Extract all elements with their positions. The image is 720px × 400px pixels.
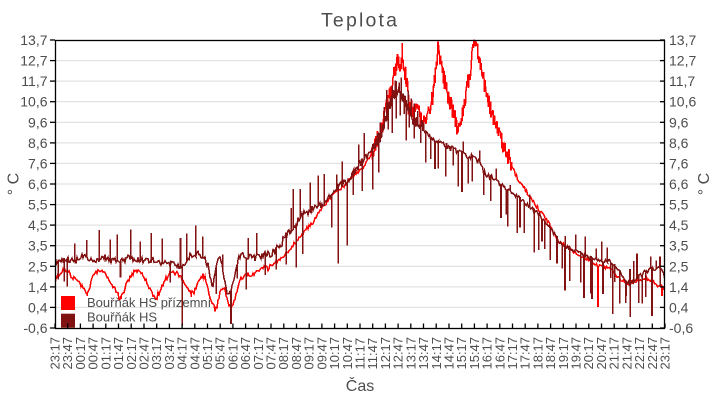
- svg-text:10,6: 10,6: [669, 94, 696, 110]
- svg-text:19:47: 19:47: [569, 337, 584, 370]
- svg-text:09:17: 09:17: [302, 337, 317, 370]
- svg-text:Čas: Čas: [346, 376, 374, 395]
- svg-text:-0,6: -0,6: [23, 320, 47, 336]
- svg-text:11,7: 11,7: [669, 73, 695, 89]
- svg-text:° C: ° C: [696, 173, 713, 195]
- svg-text:14:47: 14:47: [442, 337, 457, 370]
- svg-text:09:47: 09:47: [314, 337, 329, 370]
- svg-text:9,6: 9,6: [28, 114, 48, 130]
- svg-text:23:47: 23:47: [60, 337, 75, 370]
- svg-text:06:17: 06:17: [225, 337, 240, 370]
- svg-text:20:17: 20:17: [581, 337, 596, 370]
- svg-text:7,6: 7,6: [669, 155, 689, 171]
- svg-text:01:47: 01:47: [111, 337, 126, 370]
- svg-text:4,5: 4,5: [28, 217, 48, 233]
- svg-text:13,7: 13,7: [669, 32, 696, 48]
- svg-text:11,7: 11,7: [21, 73, 47, 89]
- svg-text:3,5: 3,5: [28, 238, 48, 254]
- svg-text:06:47: 06:47: [238, 337, 253, 370]
- svg-text:5,5: 5,5: [28, 197, 48, 213]
- svg-text:05:47: 05:47: [213, 337, 228, 370]
- svg-text:01:17: 01:17: [98, 337, 113, 370]
- svg-text:00:17: 00:17: [73, 337, 88, 370]
- svg-text:0,4: 0,4: [669, 299, 689, 315]
- svg-text:07:17: 07:17: [251, 337, 266, 370]
- svg-text:18:17: 18:17: [530, 337, 545, 370]
- svg-text:-0,6: -0,6: [669, 320, 693, 336]
- svg-text:13:17: 13:17: [403, 337, 418, 370]
- svg-text:23:17: 23:17: [48, 337, 63, 370]
- svg-text:03:17: 03:17: [149, 337, 164, 370]
- svg-text:22:47: 22:47: [645, 337, 660, 370]
- svg-text:11:47: 11:47: [365, 338, 380, 370]
- svg-text:15:17: 15:17: [454, 337, 469, 370]
- svg-text:22:17: 22:17: [632, 337, 647, 370]
- svg-text:19:17: 19:17: [556, 337, 571, 370]
- svg-text:1,4: 1,4: [669, 279, 689, 295]
- svg-text:00:47: 00:47: [86, 337, 101, 370]
- svg-text:12:47: 12:47: [391, 337, 406, 370]
- svg-text:14:17: 14:17: [429, 337, 444, 370]
- svg-text:2,5: 2,5: [669, 258, 689, 274]
- svg-text:Bouřňák HS: Bouřňák HS: [87, 310, 157, 325]
- svg-text:8,6: 8,6: [28, 135, 48, 151]
- svg-text:18:47: 18:47: [543, 337, 558, 370]
- svg-text:° C: ° C: [6, 173, 23, 195]
- svg-text:21:47: 21:47: [619, 337, 634, 370]
- svg-text:17:47: 17:47: [518, 337, 533, 370]
- svg-text:10,6: 10,6: [20, 94, 47, 110]
- svg-text:08:17: 08:17: [276, 337, 291, 370]
- svg-text:02:17: 02:17: [124, 337, 139, 370]
- svg-text:6,6: 6,6: [669, 176, 689, 192]
- svg-text:17:17: 17:17: [505, 337, 520, 370]
- svg-text:07:47: 07:47: [264, 337, 279, 370]
- svg-text:04:47: 04:47: [187, 337, 202, 370]
- svg-text:5,5: 5,5: [669, 197, 689, 213]
- svg-text:13:47: 13:47: [416, 337, 431, 370]
- svg-text:04:17: 04:17: [175, 337, 190, 370]
- svg-text:4,5: 4,5: [669, 217, 689, 233]
- svg-text:12,7: 12,7: [20, 53, 47, 69]
- svg-text:03:47: 03:47: [162, 337, 177, 370]
- svg-text:21:17: 21:17: [607, 337, 622, 370]
- svg-text:12:17: 12:17: [378, 337, 393, 370]
- svg-text:2,5: 2,5: [28, 258, 48, 274]
- svg-text:7,6: 7,6: [28, 155, 48, 171]
- svg-text:10:47: 10:47: [340, 337, 355, 370]
- svg-text:10:17: 10:17: [327, 337, 342, 370]
- svg-text:15:47: 15:47: [467, 337, 482, 370]
- svg-text:16:47: 16:47: [492, 337, 507, 370]
- svg-text:08:47: 08:47: [289, 337, 304, 370]
- svg-text:6,6: 6,6: [28, 176, 48, 192]
- svg-text:02:47: 02:47: [137, 337, 152, 370]
- svg-text:8,6: 8,6: [669, 135, 689, 151]
- svg-text:Bouřňák HS přízemní: Bouřňák HS přízemní: [87, 295, 212, 310]
- svg-text:3,5: 3,5: [669, 238, 689, 254]
- svg-text:11:17: 11:17: [353, 338, 368, 370]
- svg-text:05:17: 05:17: [200, 337, 215, 370]
- svg-text:0,4: 0,4: [28, 299, 48, 315]
- svg-text:9,6: 9,6: [669, 114, 689, 130]
- svg-text:16:17: 16:17: [480, 337, 495, 370]
- svg-text:23:17: 23:17: [658, 337, 673, 370]
- svg-text:12,7: 12,7: [669, 53, 696, 69]
- svg-text:20:47: 20:47: [594, 337, 609, 370]
- svg-text:Teplota: Teplota: [321, 10, 397, 32]
- svg-text:1,4: 1,4: [28, 279, 48, 295]
- svg-text:13,7: 13,7: [20, 32, 47, 48]
